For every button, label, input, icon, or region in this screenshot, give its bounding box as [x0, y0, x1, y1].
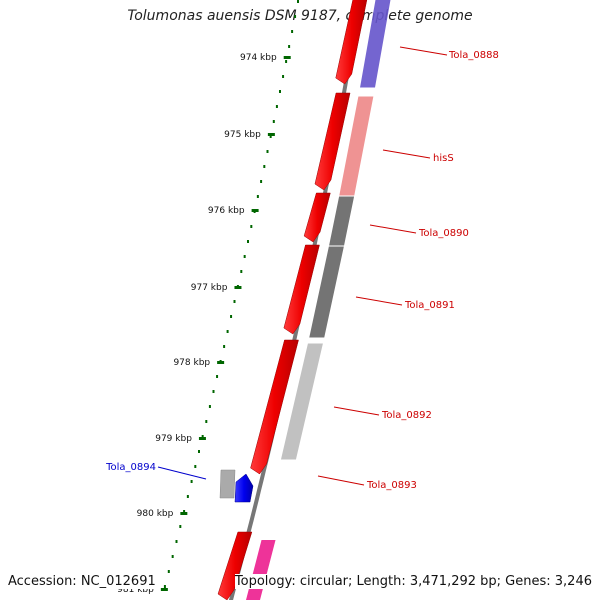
tick-mark	[160, 588, 168, 591]
leader-line	[369, 224, 417, 234]
tick-label: 974 kbp	[240, 53, 277, 63]
tick-mark	[180, 512, 188, 515]
tick-dot	[216, 375, 219, 378]
feature-box	[327, 195, 356, 247]
feature-box	[279, 342, 325, 461]
tick-dot	[190, 480, 193, 483]
tick-dot	[256, 195, 259, 198]
tick-mark	[251, 209, 259, 212]
tick-label: 979 kbp	[155, 434, 192, 444]
cds-arrow	[217, 531, 253, 600]
tick-dot	[250, 225, 253, 228]
tick-mark	[217, 361, 225, 364]
tick-dot	[167, 570, 170, 573]
leader-line	[382, 149, 431, 159]
tick-dot	[186, 495, 189, 498]
tick-dot	[275, 105, 278, 108]
tick-dot	[201, 435, 204, 438]
tick-dot	[288, 45, 291, 48]
tick-dot	[230, 315, 233, 318]
tick-track: 974 kbp 975 kbp 976 kbp 977 kbp 978 kbp 979 k…	[117, 0, 299, 595]
tick-dot	[266, 150, 269, 153]
leader-line	[333, 406, 380, 416]
tick-label: 976 kbp	[208, 206, 245, 216]
gene-label-tola_0888: Tola_0888	[448, 50, 499, 61]
leader-line	[317, 475, 365, 486]
gene-labels: Tola_0888 hisS Tola_0890 Tola_0891 Tola_0892…	[105, 46, 499, 491]
tick-dot	[285, 60, 288, 63]
tick-dot	[272, 120, 275, 123]
feature-box	[308, 245, 346, 339]
gene-label-tola_0891: Tola_0891	[404, 300, 455, 311]
tick-dot	[163, 585, 166, 588]
tick-dot	[282, 75, 285, 78]
tick-dot	[294, 15, 297, 18]
tick-dot	[226, 330, 229, 333]
tick-mark	[234, 286, 242, 289]
feature-box-grey	[219, 469, 236, 499]
cds-arrow	[303, 192, 331, 243]
feature-box-magenta	[246, 540, 276, 600]
cds-arrow-forward	[234, 473, 254, 503]
tick-dot	[233, 300, 236, 303]
tick-dot	[175, 540, 178, 543]
feature-box	[358, 0, 392, 89]
leader-line	[157, 466, 207, 480]
tick-dot	[208, 405, 211, 408]
gene-label-hiss: hisS	[433, 153, 454, 164]
tick-dot	[279, 90, 281, 93]
leader-line	[355, 296, 403, 306]
tick-dot	[205, 420, 208, 423]
cds-arrow	[283, 244, 320, 335]
leader-line	[399, 46, 448, 56]
tick-dot	[247, 240, 249, 243]
gene-label-tola_0894: Tola_0894	[105, 462, 156, 473]
tick-dot	[179, 525, 182, 528]
tick-mark	[198, 437, 206, 440]
tick-dot	[183, 510, 186, 513]
tick-label: 981 kbp	[117, 585, 154, 595]
tick-dot	[212, 390, 215, 393]
feature-track	[246, 0, 392, 600]
tick-dot	[171, 555, 174, 558]
tick-dot	[223, 345, 226, 348]
tick-label: 977 kbp	[191, 283, 228, 293]
tick-label: 975 kbp	[224, 130, 261, 140]
gene-label-tola_0893: Tola_0893	[366, 480, 417, 491]
tick-dot	[243, 255, 246, 258]
genome-summary: Topology: circular; Length: 3,471,292 bp…	[234, 574, 592, 589]
tick-label: 978 kbp	[173, 358, 210, 368]
cds-track	[217, 0, 368, 600]
gene-label-tola_0892: Tola_0892	[381, 410, 432, 421]
tick-label: 980 kbp	[137, 509, 174, 519]
cds-arrow	[335, 0, 368, 85]
tick-dot	[291, 30, 294, 33]
tick-dot	[240, 270, 243, 273]
accession-label: Accession: NC_012691	[8, 574, 156, 589]
tick-dot	[297, 0, 299, 3]
cds-arrow	[250, 339, 299, 475]
tick-dot	[269, 135, 272, 138]
tick-mark	[283, 56, 291, 59]
tick-dot	[198, 450, 200, 453]
gene-label-tola_0890: Tola_0890	[418, 228, 469, 239]
tick-dot	[194, 465, 197, 468]
tick-mark	[267, 133, 275, 136]
tick-dot	[263, 165, 266, 168]
cds-arrow	[314, 92, 351, 191]
tick-dot	[260, 180, 263, 183]
